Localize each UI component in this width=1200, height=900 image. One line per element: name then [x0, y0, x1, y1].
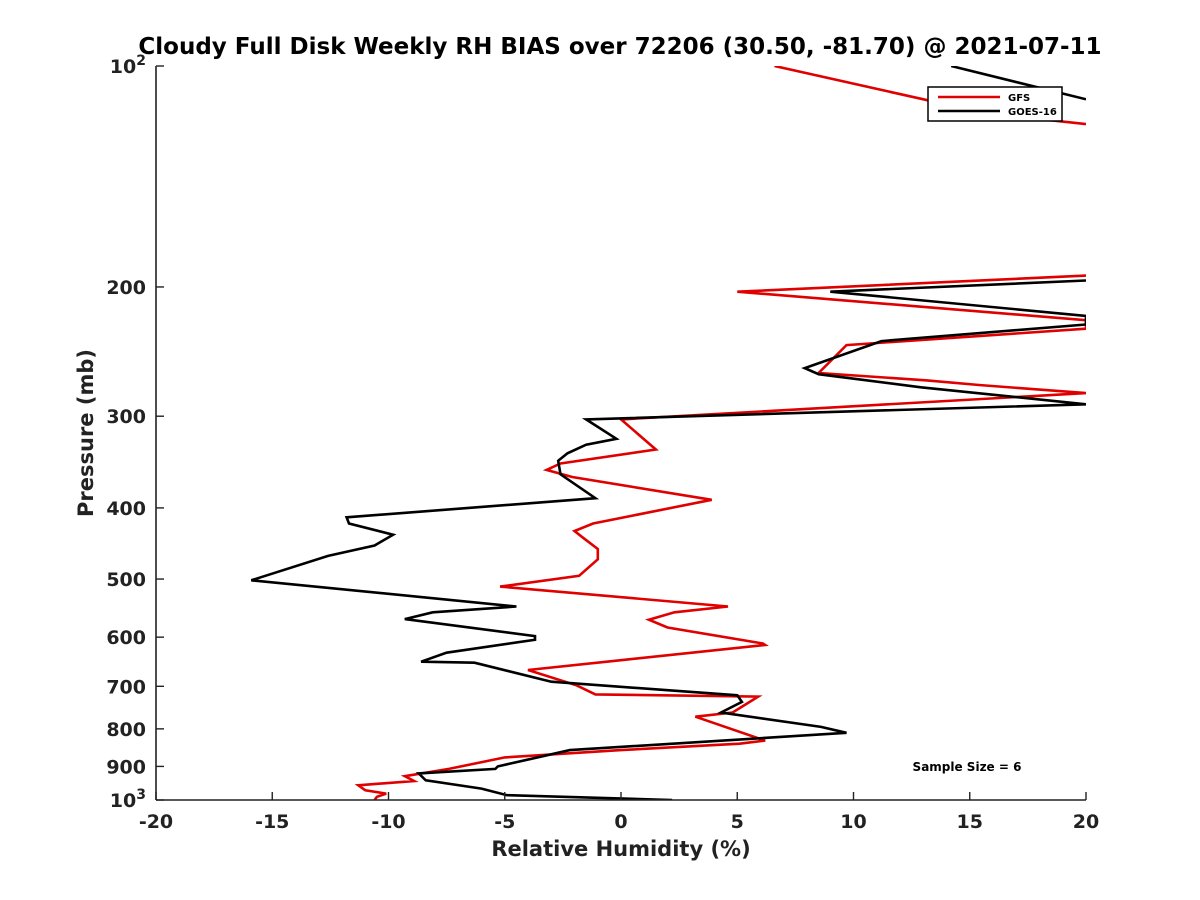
legend-box — [927, 86, 1063, 122]
legend-label-gfs: GFS — [1008, 93, 1030, 104]
series-line-gfs — [354, 274, 1086, 800]
x-tick-label: -20 — [139, 811, 173, 833]
series-upper-segment-goes16 — [950, 66, 1086, 101]
x-tick-label: 10 — [840, 811, 866, 833]
y-tick-label: 200 — [106, 277, 146, 299]
x-ticks: -20 -15 -10 -5 0 5 10 15 20 — [139, 792, 1099, 833]
y-tick-label: 103 — [110, 787, 146, 812]
y-tick-label: 400 — [106, 498, 146, 520]
y-tick-label: 600 — [106, 627, 146, 649]
y-axis-label: Pressure (mb) — [74, 349, 98, 517]
series-line-goes16 — [250, 279, 1086, 800]
x-tick-label: 20 — [1073, 811, 1099, 833]
series-layer — [250, 66, 1086, 800]
sample-size-annotation: Sample Size = 6 — [913, 760, 1022, 774]
y-tick-label: 700 — [106, 676, 146, 698]
x-tick-label: -15 — [255, 811, 289, 833]
legend-label-goes16: GOES-16 — [1008, 107, 1057, 118]
chart-title: Cloudy Full Disk Weekly RH BIAS over 722… — [138, 34, 1101, 60]
y-tick-label: 300 — [106, 406, 146, 428]
x-axis-label: Relative Humidity (%) — [491, 837, 750, 861]
y-ticks: 102 200 300 400 500 600 700 800 900 103 — [106, 53, 164, 812]
x-tick-label: -5 — [494, 811, 515, 833]
x-tick-label: -10 — [371, 811, 405, 833]
y-tick-label: 500 — [106, 569, 146, 591]
x-tick-label: 0 — [614, 811, 627, 833]
y-tick-label: 900 — [106, 756, 146, 778]
y-tick-label: 102 — [110, 53, 146, 78]
legend: GFS GOES-16 — [927, 86, 1063, 122]
x-tick-label: 15 — [957, 811, 983, 833]
x-tick-label: 5 — [731, 811, 744, 833]
y-tick-label: 800 — [106, 719, 146, 741]
